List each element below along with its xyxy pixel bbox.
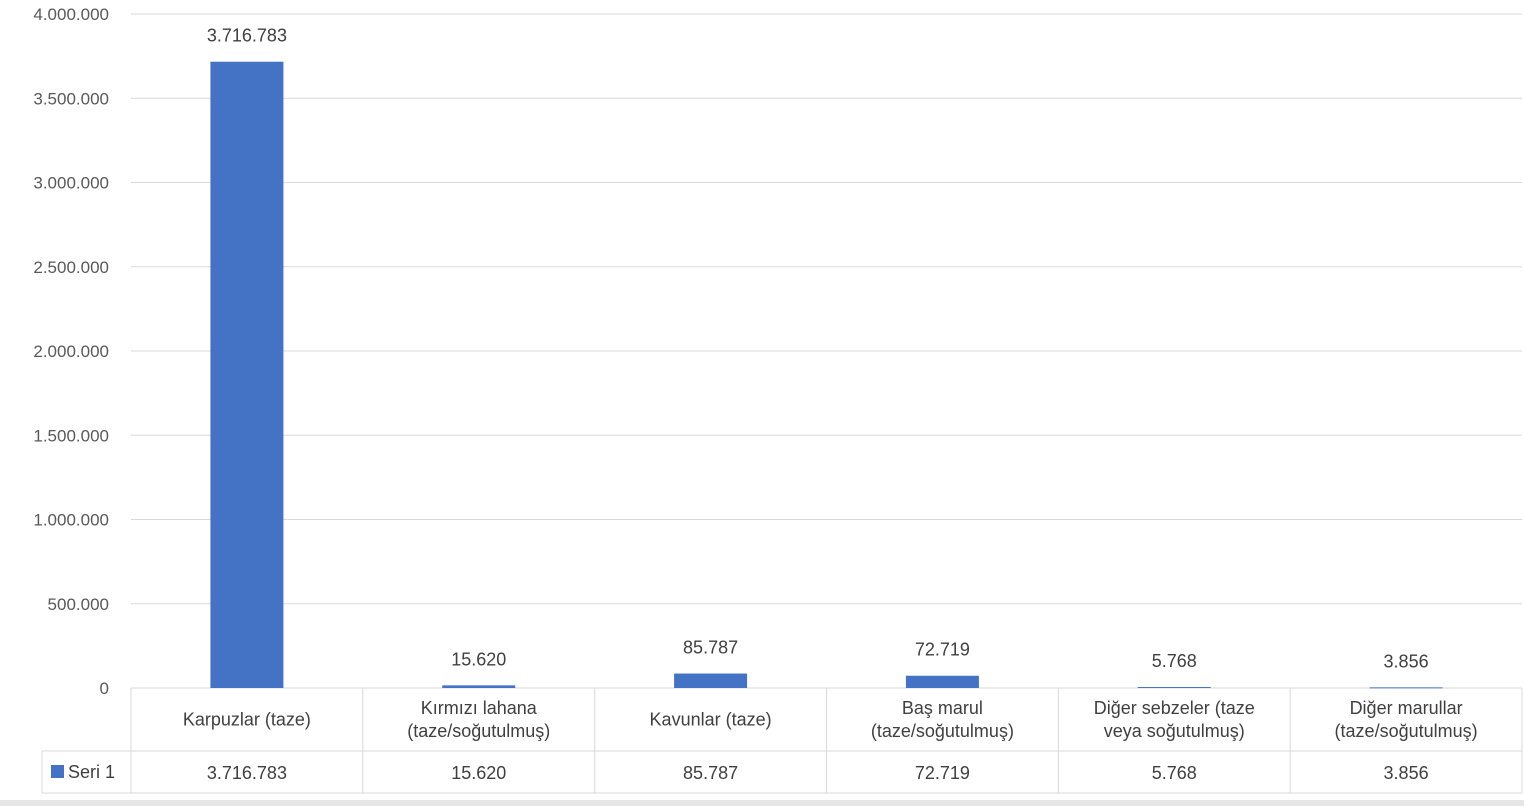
table-value: 15.620 bbox=[451, 763, 506, 783]
legend-swatch bbox=[51, 765, 64, 778]
data-label: 3.856 bbox=[1384, 651, 1429, 671]
bar bbox=[1137, 687, 1211, 689]
data-label: 85.787 bbox=[683, 638, 738, 658]
data-label: 72.719 bbox=[915, 640, 970, 660]
bar bbox=[210, 61, 284, 689]
y-tick-label: 3.500.000 bbox=[33, 89, 109, 108]
bar bbox=[1369, 687, 1443, 689]
y-tick-label: 4.000.000 bbox=[33, 5, 109, 24]
category-label: Karpuzlar (taze) bbox=[183, 710, 311, 730]
y-tick-label: 2.500.000 bbox=[33, 258, 109, 277]
y-tick-label: 3.000.000 bbox=[33, 174, 109, 193]
table-value: 72.719 bbox=[915, 763, 970, 783]
bar bbox=[905, 675, 979, 688]
bottom-scroll-strip bbox=[0, 800, 1524, 806]
category-label: Diğer marullar bbox=[1350, 698, 1463, 718]
category-label: Kırmızı lahana bbox=[421, 698, 538, 718]
data-label: 3.716.783 bbox=[207, 26, 287, 46]
table-value: 3.716.783 bbox=[207, 763, 287, 783]
category-label: Diğer sebzeler (taze bbox=[1094, 698, 1255, 718]
bar bbox=[674, 673, 748, 688]
table-value: 85.787 bbox=[683, 763, 738, 783]
category-label: (taze/soğutulmuş) bbox=[1335, 721, 1478, 741]
category-label: Baş marul bbox=[902, 698, 983, 718]
category-label: veya soğutulmuş) bbox=[1104, 721, 1245, 741]
table-value: 5.768 bbox=[1152, 763, 1197, 783]
y-tick-label: 1.500.000 bbox=[33, 426, 109, 445]
y-tick-label: 1.000.000 bbox=[33, 511, 109, 530]
bar bbox=[442, 685, 516, 688]
category-label: Kavunlar (taze) bbox=[650, 710, 772, 730]
category-label: (taze/soğutulmuş) bbox=[407, 721, 550, 741]
legend-label: Seri 1 bbox=[68, 762, 115, 782]
y-tick-label: 500.000 bbox=[48, 595, 109, 614]
category-label: (taze/soğutulmuş) bbox=[871, 721, 1014, 741]
y-tick-label: 0 bbox=[100, 679, 109, 698]
data-label: 5.768 bbox=[1152, 651, 1197, 671]
table-value: 3.856 bbox=[1384, 763, 1429, 783]
y-tick-label: 2.000.000 bbox=[33, 342, 109, 361]
data-label: 15.620 bbox=[451, 649, 506, 669]
